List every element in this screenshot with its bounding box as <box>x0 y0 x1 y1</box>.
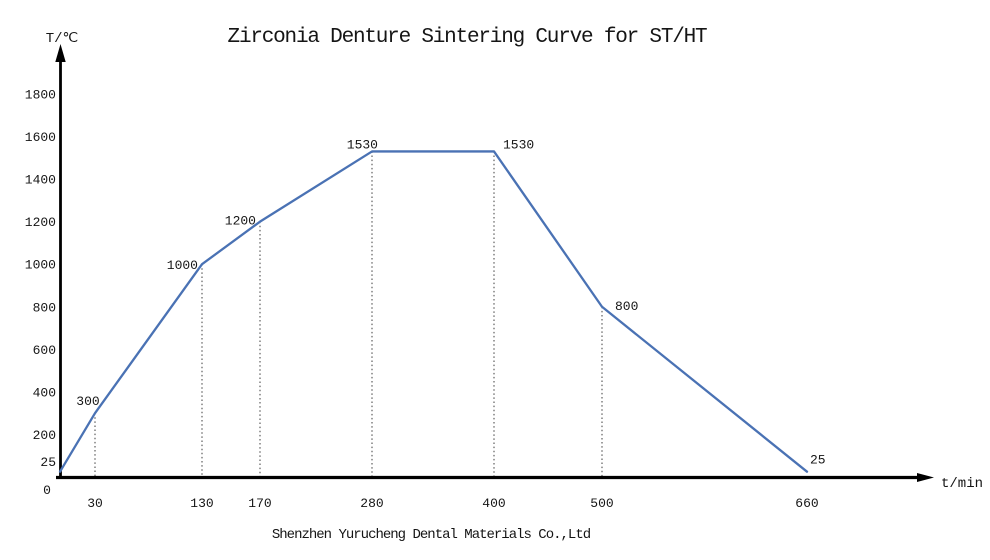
axes-group <box>55 44 934 482</box>
y-tick-label: 1800 <box>25 87 56 102</box>
x-tick-label: 170 <box>248 496 271 511</box>
point-label: 1530 <box>347 137 378 152</box>
y-tick-label: 1600 <box>25 130 56 145</box>
y-tick-label: 600 <box>33 343 56 358</box>
x-tick-label: 660 <box>795 496 818 511</box>
curve-group <box>58 150 809 473</box>
point-label: 300 <box>76 394 99 409</box>
y-tick-label: 200 <box>33 428 56 443</box>
y-tick-label: 400 <box>33 385 56 400</box>
x-tick-label: 500 <box>590 496 613 511</box>
x-tick-label: 400 <box>482 496 505 511</box>
y-tick-label: 1400 <box>25 173 56 188</box>
y-tick-label: 800 <box>33 300 56 315</box>
x-axis-arrow-icon <box>917 473 934 482</box>
point-label: 1200 <box>225 214 256 229</box>
point-label: 1530 <box>503 137 534 152</box>
origin-label: 0 <box>43 483 51 498</box>
point-label: 1000 <box>167 258 198 273</box>
temperature-curve <box>58 150 809 473</box>
point-label: 800 <box>615 299 638 314</box>
x-tick-label: 280 <box>360 496 383 511</box>
x-axis-label: t/min <box>941 476 983 492</box>
drop-lines-group <box>94 151 603 478</box>
y-axis-arrow-icon <box>55 44 66 62</box>
x-tick-label: 130 <box>190 496 213 511</box>
y-tick-label: 1000 <box>25 258 56 273</box>
y-tick-labels-group: 25 200 400 600 800 1000 1200 1400 1600 1800 <box>25 87 56 470</box>
company-name: Shenzhen Yurucheng Dental Materials Co.,… <box>271 527 591 543</box>
y-tick-label: 1200 <box>25 215 56 230</box>
x-tick-label: 30 <box>87 496 103 511</box>
point-labels-group: 300 1000 1200 1530 1530 800 25 <box>76 137 825 467</box>
x-tick-labels-group: 30 130 170 280 400 500 660 <box>87 496 819 511</box>
chart-title: Zirconia Denture Sintering Curve for ST/… <box>227 26 708 49</box>
y-tick-label: 25 <box>40 455 56 470</box>
point-label: 25 <box>810 453 826 468</box>
y-axis-label: T/℃ <box>46 31 79 47</box>
